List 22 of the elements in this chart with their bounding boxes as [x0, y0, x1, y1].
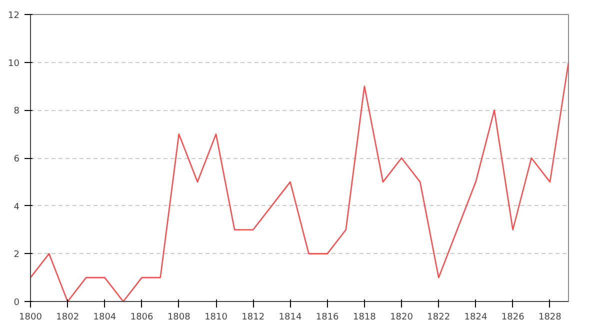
x-tick-label: 1800 [19, 312, 42, 322]
y-tick-label: 2 [14, 250, 20, 260]
y-tick-label: 10 [8, 58, 20, 69]
x-tick-label: 1812 [242, 312, 265, 322]
x-tick-label: 1818 [352, 312, 376, 322]
y-tick-label: 12 [8, 11, 20, 21]
x-tick-label: 1808 [167, 312, 191, 322]
y-tick-label: 6 [14, 154, 20, 164]
x-tick-label: 1820 [390, 312, 414, 322]
x-tick-label: 1810 [204, 312, 228, 322]
x-tick-label: 1802 [56, 312, 80, 322]
x-tick-label: 1822 [427, 312, 450, 322]
x-tick-label: 1826 [501, 312, 525, 322]
y-tick-label: 0 [14, 298, 20, 308]
x-tick-label: 1824 [464, 312, 488, 322]
x-tick-label: 1828 [538, 312, 562, 322]
x-tick-label: 1816 [316, 312, 340, 322]
x-tick-label: 1814 [278, 312, 302, 322]
x-tick-label: 1804 [93, 312, 116, 322]
y-tick-label: 4 [14, 202, 20, 212]
y-tick-label: 8 [14, 106, 20, 117]
x-tick-label: 1806 [130, 312, 154, 322]
